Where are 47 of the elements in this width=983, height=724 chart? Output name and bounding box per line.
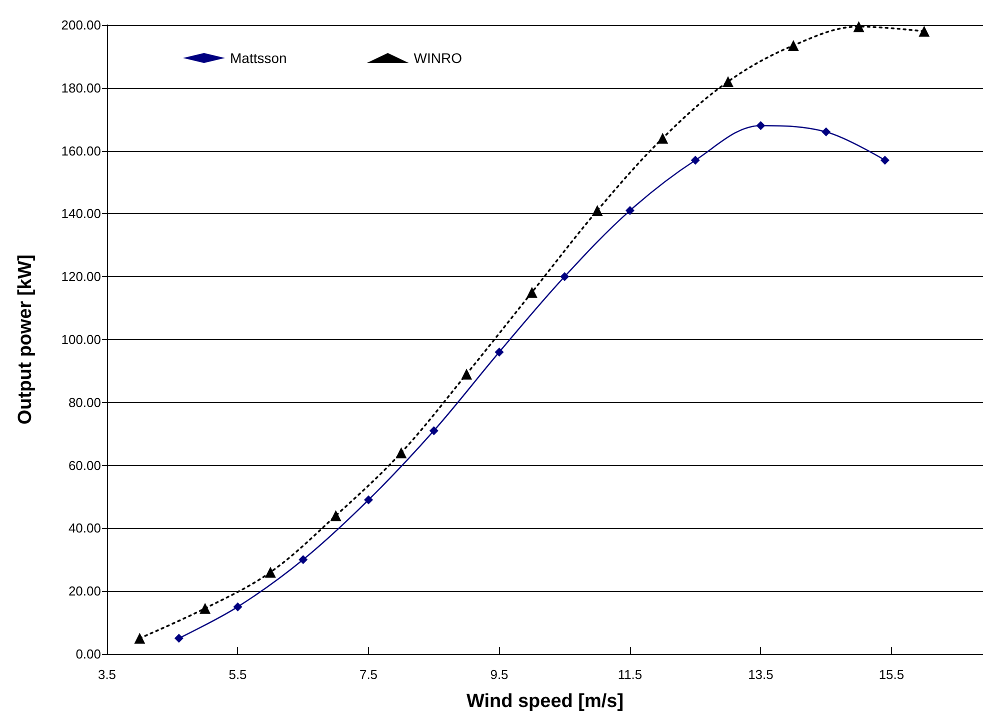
y-tick-label: 0.00 — [76, 646, 101, 662]
point — [264, 566, 276, 578]
y-tick-label: 160.00 — [61, 143, 101, 158]
point — [560, 272, 570, 282]
point — [822, 127, 831, 136]
x-tick-label: 5.5 — [228, 667, 247, 682]
point — [174, 634, 184, 643]
point — [233, 602, 242, 612]
point — [880, 156, 890, 165]
point — [330, 510, 342, 522]
point — [690, 156, 700, 165]
point — [657, 132, 668, 144]
point — [788, 40, 799, 51]
point — [396, 447, 407, 458]
y-tick-label: 100.00 — [61, 332, 101, 347]
x-tick-label: 7.5 — [359, 667, 378, 682]
point — [853, 21, 864, 32]
y-tick-label: 40.00 — [68, 520, 101, 536]
y-tick-label: 60.00 — [68, 458, 101, 473]
point — [298, 555, 308, 564]
y-tick-label: 120.00 — [61, 269, 101, 284]
point — [364, 495, 373, 504]
y-tick-label: 20.00 — [68, 584, 101, 599]
legend-label: Mattsson — [230, 50, 287, 66]
y-tick-label: 200.00 — [61, 18, 101, 32]
y-tick-label: 80.00 — [68, 394, 101, 410]
x-tick-label: 15.5 — [878, 667, 904, 682]
point — [134, 632, 146, 644]
x-tick-label: 3.5 — [98, 667, 116, 682]
point — [918, 26, 930, 37]
x-tick-label: 13.5 — [748, 667, 774, 682]
point — [526, 286, 538, 298]
x-tick-label: 11.5 — [618, 667, 642, 682]
y-axis-title: Output power [kW] — [15, 254, 36, 424]
point — [429, 426, 438, 436]
point — [461, 368, 472, 380]
point — [722, 76, 734, 88]
point — [200, 602, 211, 614]
x-axis-title: Wind speed [m/s] — [466, 691, 624, 712]
point — [494, 348, 504, 357]
y-tick-label: 140.00 — [61, 206, 101, 222]
x-tick-label: 9.5 — [490, 667, 508, 682]
y-tick-label: 180.00 — [61, 80, 101, 96]
point — [756, 121, 766, 130]
point — [625, 206, 634, 216]
point — [592, 205, 603, 216]
legend-label: WINRO — [414, 50, 462, 66]
